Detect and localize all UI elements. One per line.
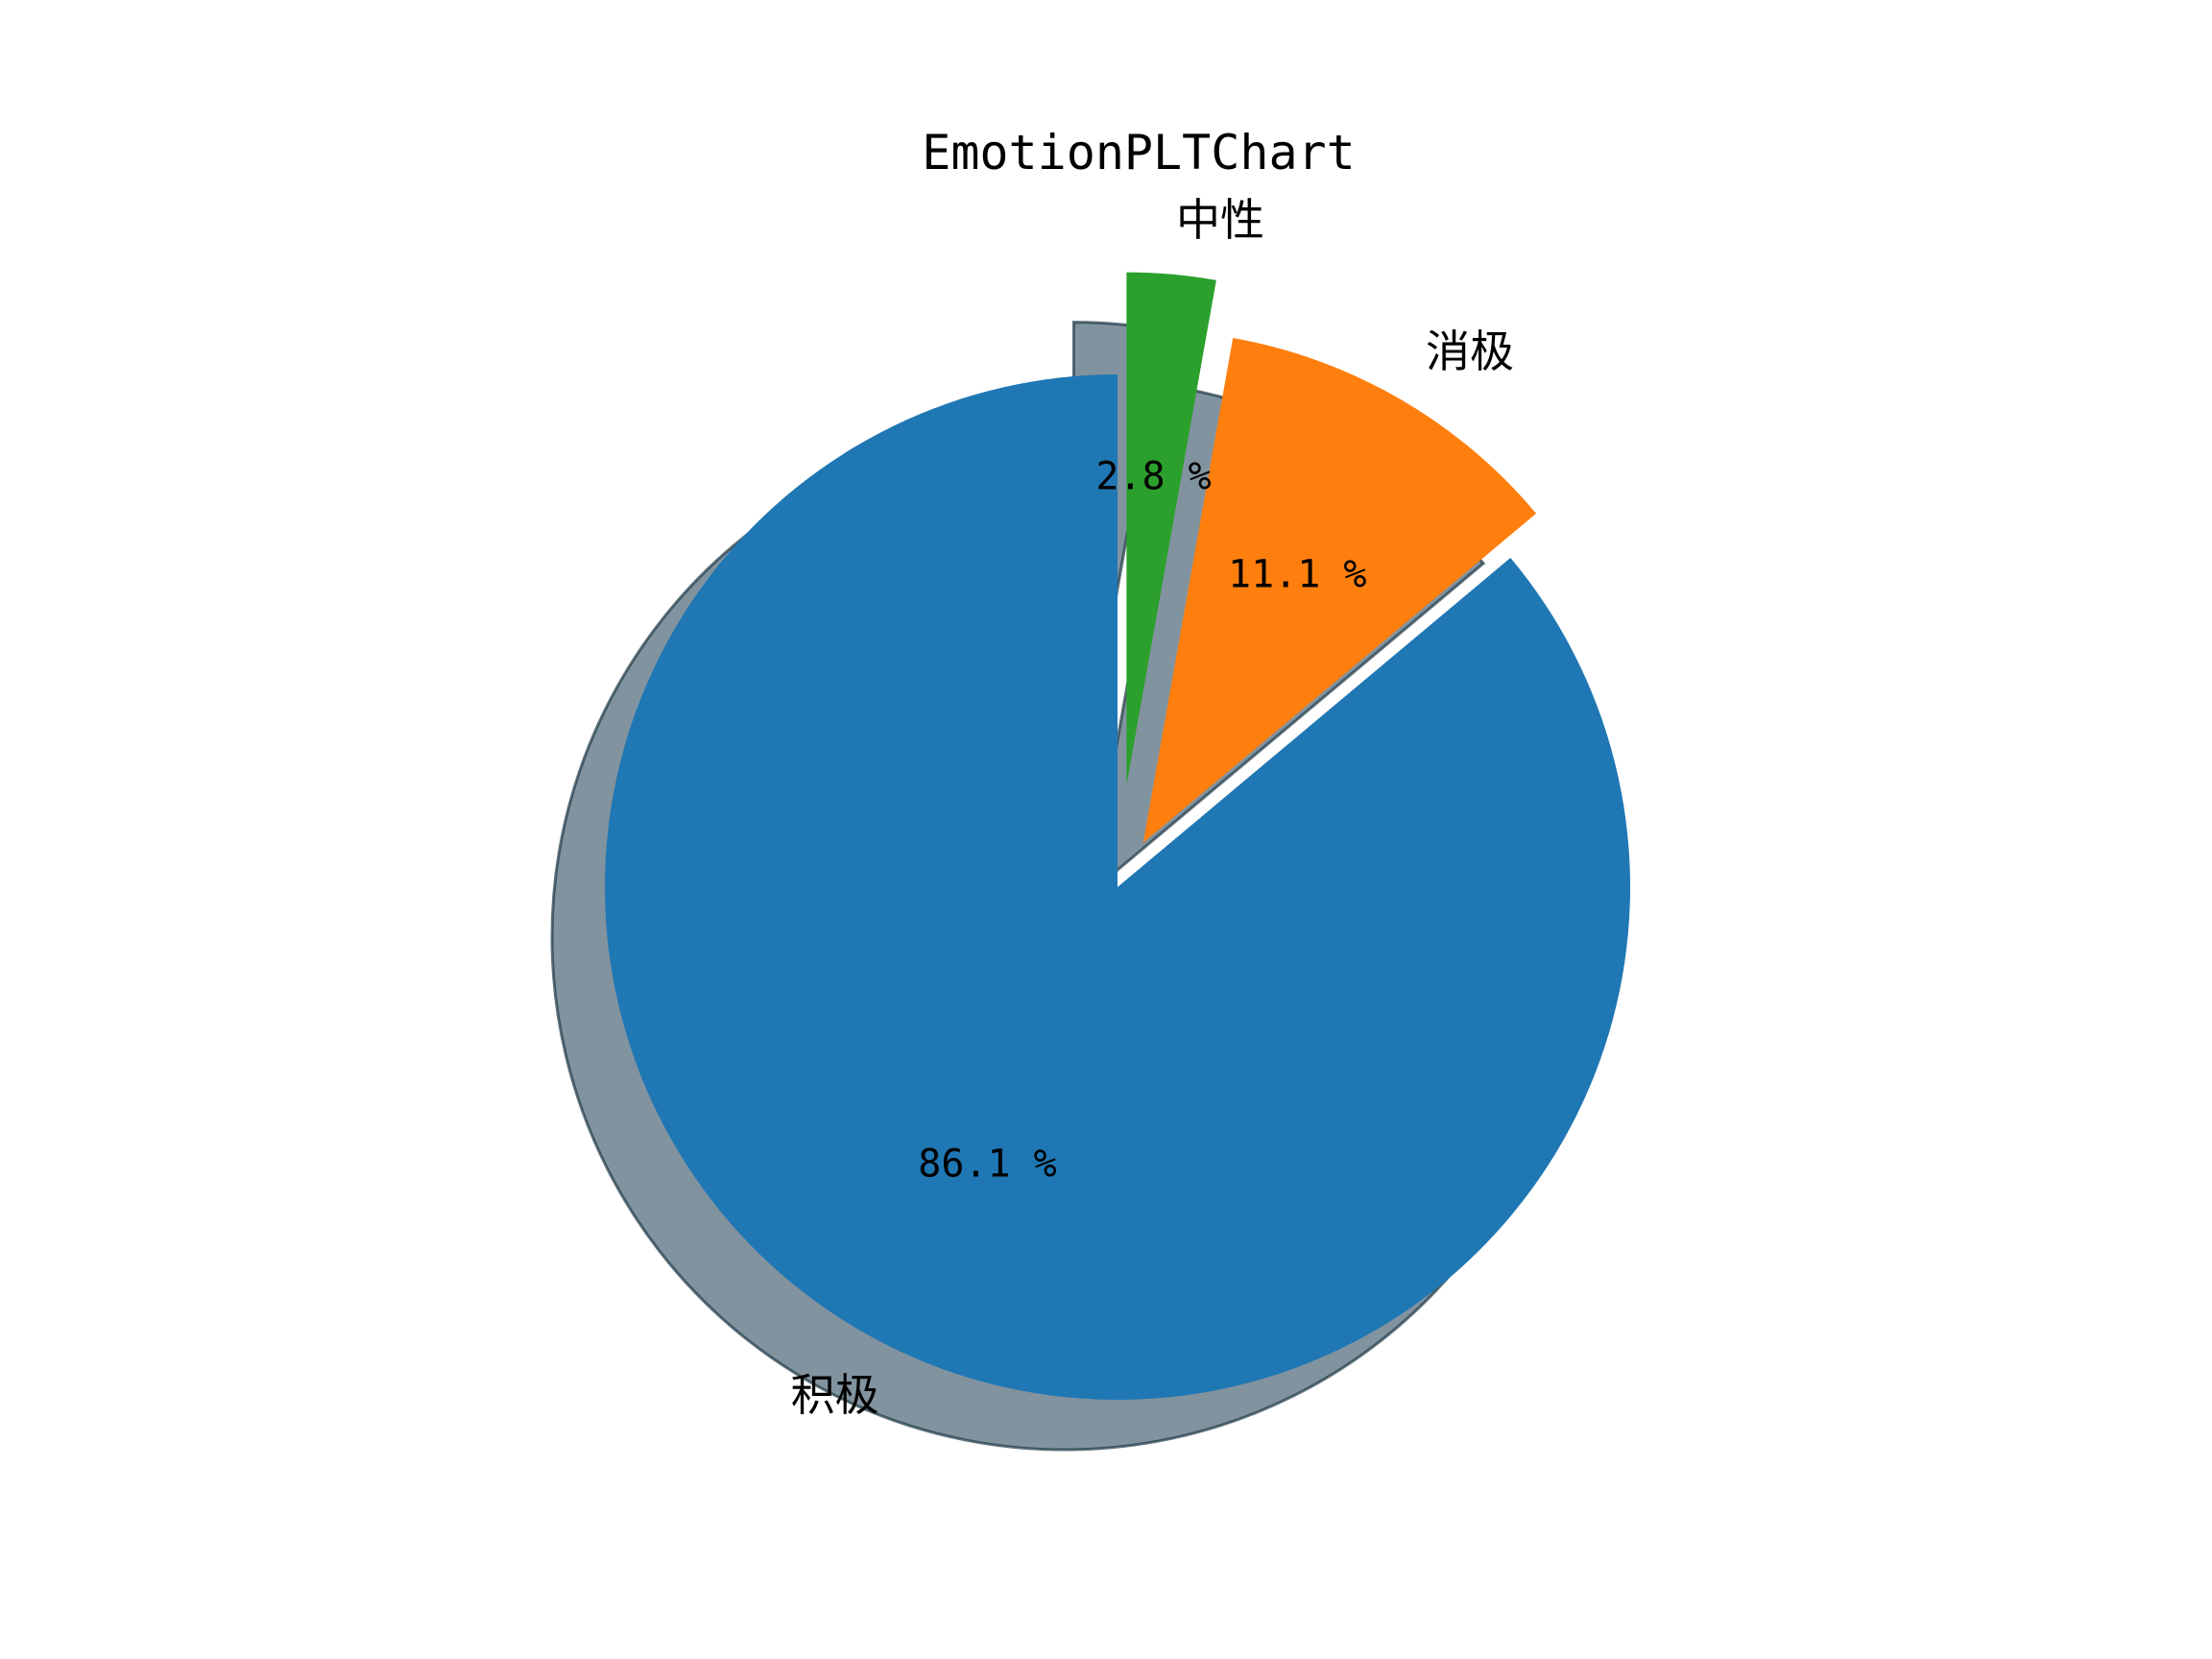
pie-value-label: 86.1 % bbox=[918, 1142, 1057, 1186]
pie-wedge-slice-1 bbox=[1142, 338, 1537, 843]
pie-wedges bbox=[604, 272, 1631, 1400]
pie-value-label: 2.8 % bbox=[1095, 454, 1211, 498]
pie-value-label: 11.1 % bbox=[1228, 552, 1367, 596]
pie-category-label: 中性 bbox=[1176, 194, 1264, 246]
pie-wedge-slice-0 bbox=[604, 374, 1631, 1400]
pie-labels: 积极 86.1 % 消极 11.1 % 中性 2.8 % bbox=[791, 194, 1514, 1421]
pie-category-label: 积极 bbox=[791, 1369, 879, 1421]
pie-category-label: 消极 bbox=[1426, 325, 1514, 377]
chart-title: EmotionPLTChart bbox=[922, 125, 1356, 180]
pie-wedge-slice-2 bbox=[1126, 272, 1216, 785]
